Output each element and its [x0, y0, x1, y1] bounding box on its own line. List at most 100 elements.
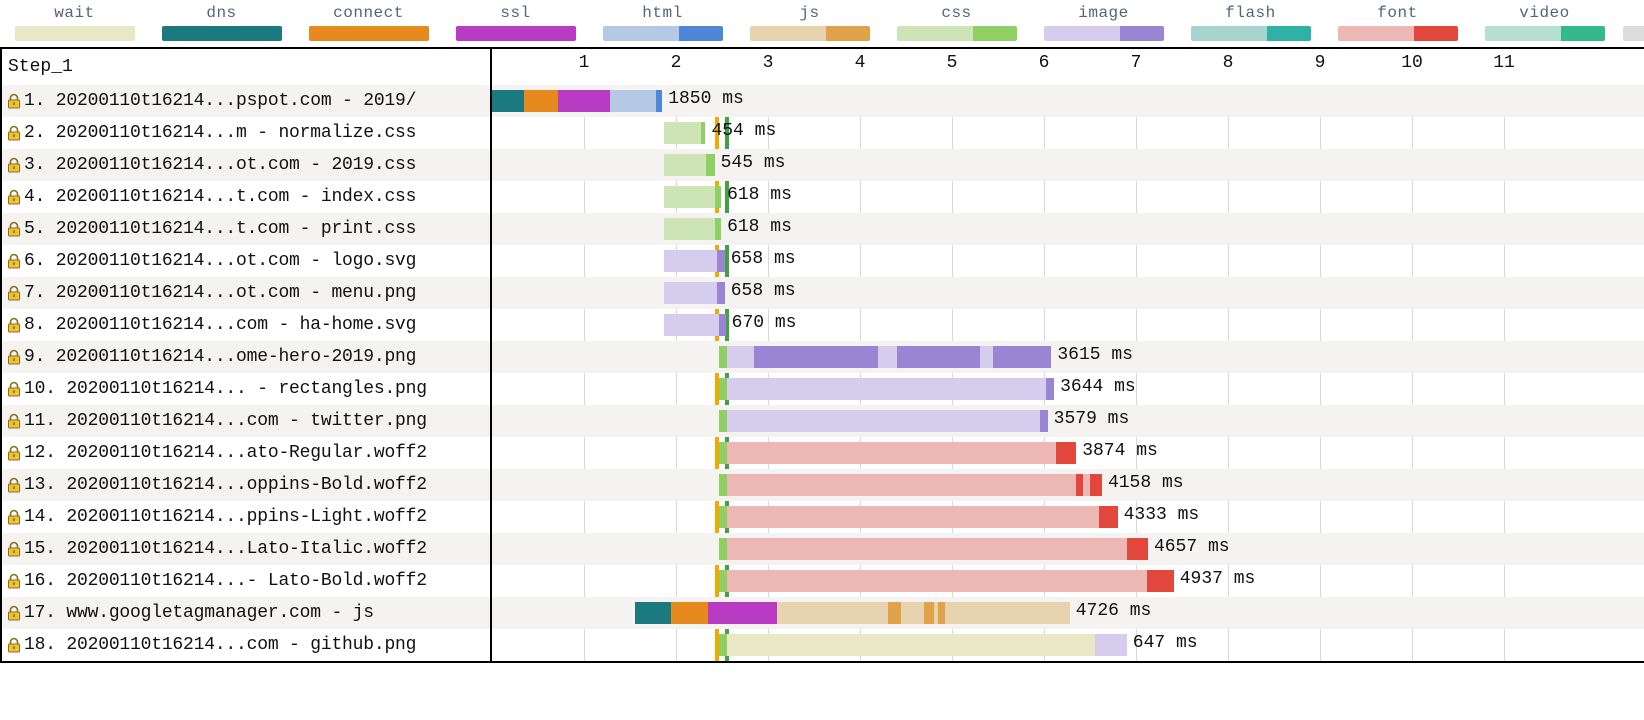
request-row[interactable]: 7. 20200110t16214...ot.com - menu.png	[2, 277, 490, 309]
timing-row[interactable]: 618 ms	[492, 181, 1644, 213]
timing-row[interactable]: 4333 ms	[492, 501, 1644, 533]
request-row[interactable]: 13. 20200110t16214...oppins-Bold.woff2	[2, 469, 490, 501]
timing-segment	[901, 602, 924, 624]
timing-segment	[945, 602, 1070, 624]
lock-icon	[6, 253, 22, 269]
timing-row[interactable]: 3644 ms	[492, 373, 1644, 405]
timing-segment	[664, 122, 701, 144]
timing-row[interactable]: 658 ms	[492, 277, 1644, 309]
lock-icon	[6, 285, 22, 301]
lock-icon	[6, 477, 22, 493]
request-label: 15. 20200110t16214...Lato-Italic.woff2	[24, 539, 427, 559]
request-row[interactable]: 17. www.googletagmanager.com - js	[2, 597, 490, 629]
legend-swatch	[15, 26, 135, 41]
request-row[interactable]: 9. 20200110t16214...ome-hero-2019.png	[2, 341, 490, 373]
legend-item-flash: flash	[1182, 4, 1329, 41]
timing-row[interactable]: 4726 ms	[492, 597, 1644, 629]
request-label: 17. www.googletagmanager.com - js	[24, 603, 374, 623]
duration-label: 618 ms	[727, 185, 792, 205]
timing-segment	[1046, 378, 1054, 400]
legend-item-image: image	[1035, 4, 1182, 41]
tick-label: 9	[1315, 53, 1326, 73]
timing-segment	[664, 250, 717, 272]
request-label: 5. 20200110t16214...t.com - print.css	[24, 219, 416, 239]
request-row[interactable]: 2. 20200110t16214...m - normalize.css	[2, 117, 490, 149]
legend-label: html	[594, 4, 731, 22]
timing-row[interactable]: 670 ms	[492, 309, 1644, 341]
timing-segment	[878, 346, 896, 368]
request-row[interactable]: 6. 20200110t16214...ot.com - logo.svg	[2, 245, 490, 277]
timing-segment	[1040, 410, 1047, 432]
timing-row[interactable]: 4657 ms	[492, 533, 1644, 565]
request-label: 1. 20200110t16214...pspot.com - 2019/	[24, 91, 416, 111]
timing-row[interactable]: 658 ms	[492, 245, 1644, 277]
legend-item-ot: ot	[1623, 4, 1644, 41]
request-row[interactable]: 1. 20200110t16214...pspot.com - 2019/	[2, 85, 490, 117]
request-row[interactable]: 14. 20200110t16214...ppins-Light.woff2	[2, 501, 490, 533]
tick-label: 2	[671, 53, 682, 73]
timing-row[interactable]: 3615 ms	[492, 341, 1644, 373]
request-label: 16. 20200110t16214...- Lato-Bold.woff2	[24, 571, 427, 591]
timing-row[interactable]: 3579 ms	[492, 405, 1644, 437]
timing-row[interactable]: 647 ms	[492, 629, 1644, 661]
timing-segment	[727, 474, 1077, 496]
request-row[interactable]: 12. 20200110t16214...ato-Regular.woff2	[2, 437, 490, 469]
legend-swatch	[1485, 26, 1605, 41]
tick-label: 10	[1401, 53, 1423, 73]
request-row[interactable]: 16. 20200110t16214...- Lato-Bold.woff2	[2, 565, 490, 597]
timing-segment	[727, 410, 1041, 432]
timing-segment	[719, 442, 726, 464]
timing-row[interactable]: 454 ms	[492, 117, 1644, 149]
timing-segment	[664, 314, 719, 336]
legend-swatch	[456, 26, 576, 41]
lock-icon	[6, 317, 22, 333]
duration-label: 4937 ms	[1180, 569, 1256, 589]
timing-segment	[719, 378, 726, 400]
legend-item-connect: connect	[300, 4, 447, 41]
request-row[interactable]: 4. 20200110t16214...t.com - index.css	[2, 181, 490, 213]
legend-label: js	[741, 4, 878, 22]
legend-item-wait: wait	[6, 4, 153, 41]
timing-row[interactable]: 1850 ms	[492, 85, 1644, 117]
request-row[interactable]: 15. 20200110t16214...Lato-Italic.woff2	[2, 533, 490, 565]
request-row[interactable]: 10. 20200110t16214... - rectangles.png	[2, 373, 490, 405]
request-row[interactable]: 5. 20200110t16214...t.com - print.css	[2, 213, 490, 245]
timing-segment	[719, 410, 726, 432]
tick-label: 6	[1039, 53, 1050, 73]
timing-segment	[524, 90, 558, 112]
request-label: 9. 20200110t16214...ome-hero-2019.png	[24, 347, 416, 367]
timing-segment	[727, 634, 1095, 656]
step-label: Step_1	[2, 49, 490, 85]
lock-icon	[6, 125, 22, 141]
legend-label: font	[1329, 4, 1466, 22]
duration-label: 4657 ms	[1154, 537, 1230, 557]
waterfall-chart: Step_1 1. 20200110t16214...pspot.com - 2…	[0, 47, 1644, 663]
request-row[interactable]: 11. 20200110t16214...com - twitter.png	[2, 405, 490, 437]
legend-label: ot	[1623, 4, 1644, 22]
request-label: 4. 20200110t16214...t.com - index.css	[24, 187, 416, 207]
lock-icon	[6, 605, 22, 621]
timing-segment	[727, 570, 1147, 592]
request-row[interactable]: 8. 20200110t16214...com - ha-home.svg	[2, 309, 490, 341]
timing-row[interactable]: 3874 ms	[492, 437, 1644, 469]
legend-label: flash	[1182, 4, 1319, 22]
timing-row[interactable]: 545 ms	[492, 149, 1644, 181]
timing-row[interactable]: 618 ms	[492, 213, 1644, 245]
tick-label: 1	[579, 53, 590, 73]
legend-swatch	[309, 26, 429, 41]
timing-segment	[1099, 506, 1117, 528]
legend-swatch	[1191, 26, 1311, 41]
timing-segment	[719, 570, 726, 592]
duration-label: 670 ms	[732, 313, 797, 333]
request-row[interactable]: 3. 20200110t16214...ot.com - 2019.css	[2, 149, 490, 181]
timing-row[interactable]: 4937 ms	[492, 565, 1644, 597]
timing-segment	[754, 346, 878, 368]
timing-row[interactable]: 4158 ms	[492, 469, 1644, 501]
request-label: 18. 20200110t16214...com - github.png	[24, 635, 416, 655]
lock-icon	[6, 509, 22, 525]
legend-label: video	[1476, 4, 1613, 22]
timing-segment	[558, 90, 610, 112]
request-row[interactable]: 18. 20200110t16214...com - github.png	[2, 629, 490, 661]
timing-segment	[610, 90, 656, 112]
time-axis: 1234567891011	[492, 49, 1644, 85]
